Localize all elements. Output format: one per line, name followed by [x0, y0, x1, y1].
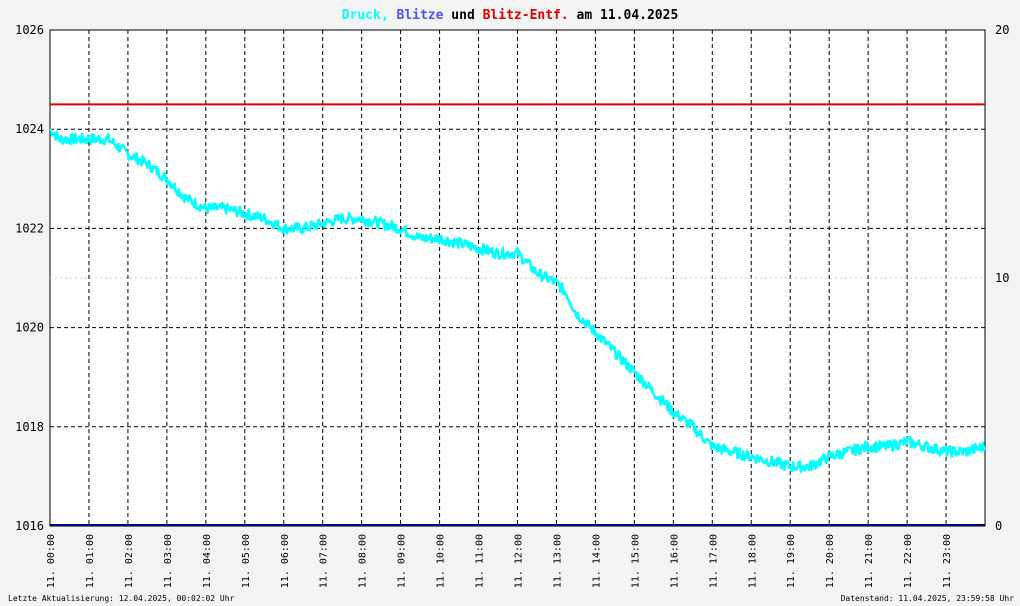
x-tick-label: 11. 09:00 — [397, 534, 408, 588]
x-tick-label: 11. 20:00 — [825, 534, 836, 588]
x-tick-label: 11. 18:00 — [747, 534, 758, 588]
x-tick-label: 11. 16:00 — [669, 534, 680, 588]
x-tick-label: 11. 13:00 — [552, 534, 563, 588]
y-tick-label-left: 1022 — [15, 221, 44, 235]
footer-data-status: Datenstand: 11.04.2025, 23:59:58 Uhr — [841, 594, 1015, 603]
x-tick-label: 11. 21:00 — [864, 534, 875, 588]
y-tick-label-right: 0 — [995, 519, 1002, 533]
x-tick-label: 11. 19:00 — [786, 534, 797, 588]
title-date: am 11.04.2025 — [577, 8, 679, 23]
title-druck: Druck, — [342, 8, 389, 23]
footer-last-update: Letzte Aktualisierung: 12.04.2025, 00:02… — [8, 594, 235, 603]
x-tick-label: 11. 04:00 — [202, 534, 213, 588]
x-tick-label: 11. 11:00 — [475, 534, 486, 588]
y-tick-label-left: 1016 — [15, 519, 44, 533]
x-tick-label: 11. 00:00 — [46, 534, 57, 588]
x-tick-label: 11. 01:00 — [85, 534, 96, 588]
y-tick-label-left: 1018 — [15, 420, 44, 434]
x-tick-label: 11. 14:00 — [591, 534, 602, 588]
x-tick-label: 11. 03:00 — [163, 534, 174, 588]
x-tick-label: 11. 23:00 — [942, 534, 953, 588]
x-tick-label: 11. 17:00 — [708, 534, 719, 588]
y-axis-left: 1016 1018 1020 1022 1024 1026 — [15, 23, 44, 533]
x-tick-label: 11. 08:00 — [358, 534, 369, 588]
y-tick-label-right: 10 — [995, 271, 1009, 285]
x-tick-label: 11. 05:00 — [241, 534, 252, 588]
x-tick-label: 11. 06:00 — [280, 534, 291, 588]
y-tick-label-left: 1020 — [15, 321, 44, 335]
series-layer — [49, 103, 987, 526]
x-tick-label: 11. 07:00 — [319, 534, 330, 588]
chart-title: Druck, Blitze und Blitz-Entf. am 11.04.2… — [342, 8, 679, 23]
y-tick-label-left: 1024 — [15, 122, 44, 136]
series-druck-line — [49, 128, 987, 474]
title-und: und — [451, 8, 474, 23]
x-axis: 11. 00:00 11. 01:00 11. 02:00 11. 03:00 11. … — [46, 534, 953, 588]
x-tick-label: 11. 22:00 — [903, 534, 914, 588]
title-blitz-entf: Blitz-Entf. — [483, 8, 569, 23]
x-tick-label: 11. 15:00 — [630, 534, 641, 588]
y-axis-right: 0 10 20 — [995, 23, 1009, 533]
y-tick-label-left: 1026 — [15, 23, 44, 37]
x-tick-label: 11. 12:00 — [514, 534, 525, 588]
x-tick-label: 11. 02:00 — [124, 534, 135, 588]
x-tick-label: 11. 10:00 — [436, 534, 447, 588]
y-tick-label-right: 20 — [995, 23, 1009, 37]
title-blitze: Blitze — [397, 8, 444, 23]
